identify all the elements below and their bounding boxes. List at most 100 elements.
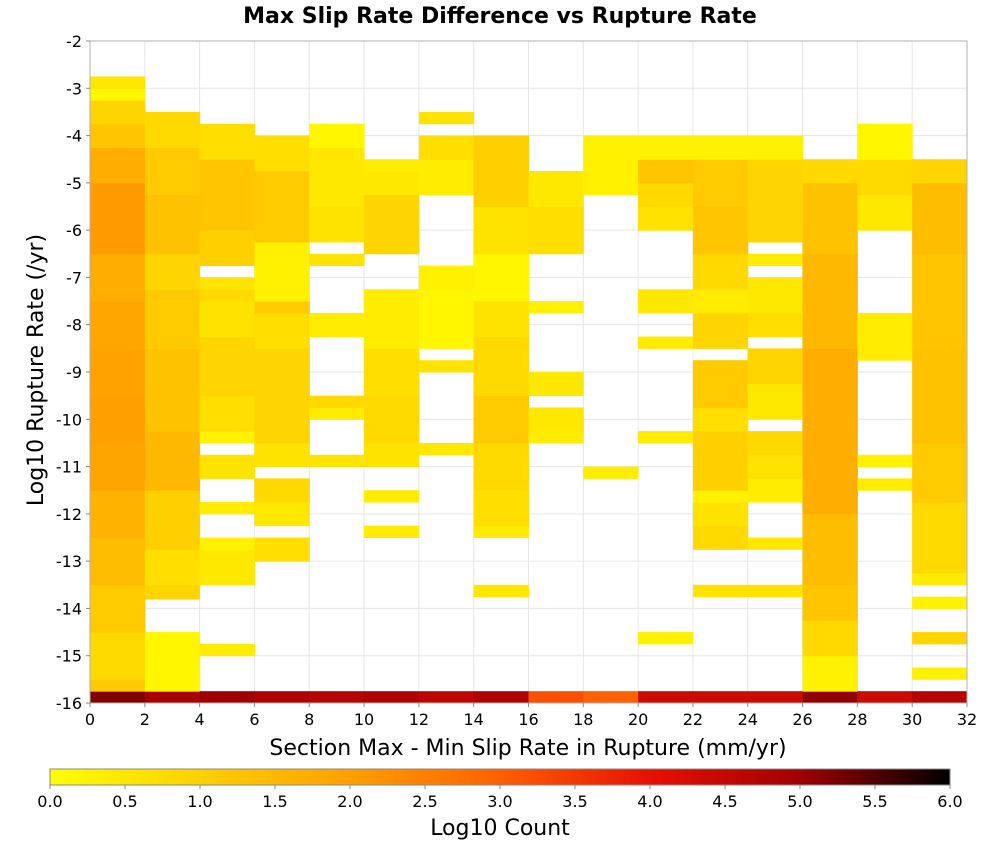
heatmap-cell (90, 182, 146, 255)
heatmap-cell (144, 147, 201, 196)
heatmap-cell (199, 159, 255, 231)
heatmap-cell (144, 691, 201, 704)
heatmap-cell (802, 584, 858, 621)
colorbar-tick-label: 5.0 (787, 792, 812, 811)
heatmap-cell (912, 632, 968, 645)
heatmap-cell (692, 312, 749, 349)
x-tick-label: 14 (464, 710, 484, 729)
heatmap-cell (90, 584, 146, 633)
y-tick-label: -10 (56, 410, 82, 429)
heatmap-cell (473, 525, 529, 538)
heatmap-cell (857, 159, 913, 196)
heatmap-cell (254, 442, 310, 468)
y-tick-label: -12 (56, 505, 82, 524)
heatmap-cell (90, 88, 146, 101)
heatmap-cell (144, 632, 201, 692)
heatmap-cell (199, 230, 255, 267)
heatmap-cell (364, 194, 420, 255)
heatmap-cell (418, 289, 475, 349)
x-tick-label: 6 (249, 710, 259, 729)
heatmap-cell (802, 348, 858, 515)
heatmap-cell (254, 301, 310, 314)
heatmap-cell (418, 691, 475, 704)
heatmap-cell (692, 691, 749, 704)
heatmap-cell (309, 407, 365, 420)
heatmap-cell (254, 135, 310, 172)
colorbar (49, 768, 951, 786)
heatmap-cell (692, 135, 749, 160)
heatmap-cell (857, 123, 913, 160)
heatmap-cell (638, 691, 694, 704)
y-tick-label: -11 (56, 458, 82, 477)
x-tick-label: 4 (195, 710, 205, 729)
heatmap-cell (692, 253, 749, 290)
heatmap-cell (747, 159, 804, 231)
heatmap-cell (254, 502, 310, 527)
x-tick-label: 22 (683, 710, 703, 729)
heatmap-cell (747, 230, 804, 243)
y-tick-label: -8 (66, 316, 82, 335)
colorbar-ticks: 0.0 0.5 1.0 1.5 2.0 2.5 3.0 3.5 4.0 4.5 5.0 5.5 6.0 (37, 785, 963, 811)
heatmap-cell (912, 502, 968, 574)
heatmap-cell (528, 171, 584, 207)
heatmap-cell (418, 360, 475, 373)
y-axis-ticks: -2 -3 -4 -5 -6 -7 -8 -9 -10 -11 -12 -13 -14 -15 -16 (56, 32, 90, 713)
heatmap-cell (857, 478, 913, 491)
heatmap-cell (638, 135, 694, 160)
heatmap-cell (254, 478, 310, 503)
y-tick-label: -3 (66, 79, 82, 98)
heatmap-cell (364, 442, 420, 468)
heatmap-cell (528, 407, 584, 432)
heatmap-cell (90, 123, 146, 148)
heatmap-cell (747, 253, 804, 267)
heatmap-cell (90, 537, 146, 586)
heatmap-cell (802, 253, 858, 349)
heatmap-cell (364, 525, 420, 538)
x-tick-label: 12 (409, 710, 429, 729)
heatmap-cell (692, 490, 749, 503)
colorbar-tick-label: 4.0 (637, 792, 662, 811)
heatmap-cell (364, 490, 420, 503)
heatmap-cell (583, 135, 639, 196)
heatmap-cell (199, 289, 255, 302)
x-axis-ticks: 0 2 4 6 8 10 12 14 16 18 20 22 24 26 28 30 32 (85, 703, 977, 729)
heatmap-cell (747, 691, 804, 704)
heatmap-cell (144, 111, 201, 148)
heatmap-cell (912, 667, 968, 680)
heatmap-cell (254, 312, 310, 349)
heatmap-cell (802, 513, 858, 586)
heatmap-cell (747, 383, 804, 420)
heatmap-cell (199, 549, 255, 586)
colorbar-tick-label: 4.5 (712, 792, 737, 811)
colorbar-tick-label: 2.5 (412, 792, 437, 811)
x-tick-label: 16 (518, 710, 538, 729)
heatmap-cell (309, 253, 365, 267)
heatmap-cell (90, 632, 146, 680)
heatmap-cell (747, 431, 804, 456)
heatmap-cell (473, 336, 529, 397)
heatmap-cell (309, 691, 365, 704)
heatmap-cell (90, 348, 146, 397)
heatmap-cell (144, 194, 201, 255)
heatmap-cell (90, 100, 146, 125)
heatmap-cells (90, 76, 968, 704)
x-tick-label: 18 (573, 710, 593, 729)
heatmap-cell (638, 431, 694, 444)
heatmap-cell (90, 679, 146, 692)
y-tick-label: -2 (66, 32, 82, 51)
heatmap-cell (692, 159, 749, 207)
heatmap-cell (309, 395, 365, 408)
heatmap-cell (692, 407, 749, 432)
heatmap-cell (254, 241, 310, 302)
heatmap-cell (528, 691, 584, 704)
heatmap-cell (473, 584, 529, 598)
heatmap-cell (638, 206, 694, 231)
x-tick-label: 8 (304, 710, 314, 729)
heatmap-cell (473, 691, 529, 704)
x-tick-label: 20 (628, 710, 648, 729)
heatmap-cell (364, 691, 420, 704)
heatmap-cell (199, 537, 255, 550)
colorbar-tick-label: 0.0 (37, 792, 62, 811)
heatmap-cell (144, 584, 201, 600)
heatmap-cell (418, 111, 475, 125)
